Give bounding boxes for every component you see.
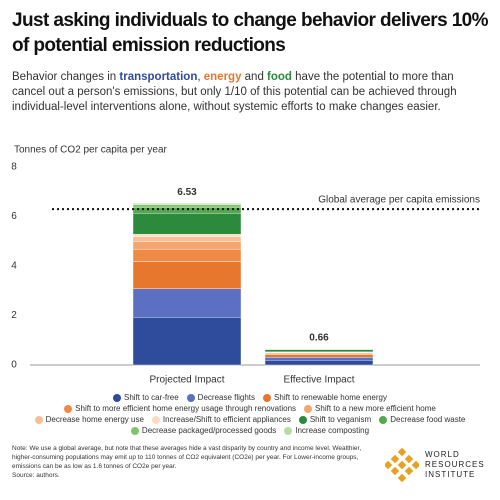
y-tick-label: 2 — [11, 310, 17, 321]
legend-swatch — [298, 415, 307, 424]
title: Just asking individuals to change behavi… — [12, 10, 489, 56]
reference-label: Global average per capita emissions — [318, 195, 480, 206]
keyword: food — [267, 71, 292, 83]
legend: Shift to car-free Decrease flights Shift t… — [12, 393, 488, 435]
text: and — [241, 71, 268, 83]
legend-label: Decrease home energy use — [45, 415, 144, 424]
y-tick-label: 8 — [11, 162, 17, 173]
legend-swatch — [130, 426, 139, 435]
legend-item: Shift to car-free — [112, 393, 179, 402]
legend-swatch — [64, 404, 73, 413]
y-tick-label: 0 — [11, 360, 17, 371]
note: Note: We use a global average, but note … — [12, 444, 372, 480]
bar-segment — [132, 261, 242, 289]
bar-segment — [264, 360, 374, 366]
legend-swatch — [263, 393, 272, 402]
legend-item: Increase/Shift to efficient appliances — [151, 415, 291, 424]
legend-label: Shift to veganism — [309, 415, 372, 424]
legend-item: Decrease food waste — [379, 415, 465, 424]
legend-label: Shift to car-free — [123, 393, 179, 402]
y-tick-label: 6 — [11, 211, 17, 222]
legend-item: Shift to renewable home energy — [263, 393, 387, 402]
keyword: transportation — [119, 71, 198, 83]
legend-item: Shift to more efficient home energy usag… — [64, 404, 296, 413]
logo-icon — [385, 448, 419, 482]
bar-segment — [264, 354, 374, 358]
bar-segment — [132, 241, 242, 250]
legend-label: Decrease food waste — [390, 415, 466, 424]
x-tick-label: Effective Impact — [284, 375, 355, 386]
bar-segment — [132, 317, 242, 366]
bar-segment — [132, 288, 242, 318]
legend-label: Shift to more efficient home energy usag… — [75, 404, 297, 413]
legend-label: Decrease packaged/processed goods — [141, 426, 277, 435]
bar-segment — [264, 349, 374, 353]
legend-label: Shift to a new more efficient home — [315, 404, 436, 413]
legend-label: Shift to renewable home energy — [274, 393, 387, 402]
text: Behavior changes in — [12, 71, 120, 83]
legend-swatch — [304, 404, 313, 413]
legend-label: Increase/Shift to efficient appliances — [162, 415, 291, 424]
text: have the potential to more than cancel o… — [12, 71, 457, 113]
logo-text: RESOURCES — [425, 460, 485, 469]
source: Source: authors. — [12, 472, 60, 479]
keyword: energy — [203, 71, 242, 83]
bar-segment — [132, 203, 242, 205]
legend-label: Decrease flights — [197, 393, 256, 402]
logo-text: WORLD — [425, 450, 460, 459]
x-tick-label: Projected Impact — [149, 375, 224, 386]
legend-swatch — [151, 415, 160, 424]
legend-item: Decrease flights — [186, 393, 256, 402]
total-label: 6.53 — [177, 187, 197, 198]
bar-segment — [132, 248, 242, 262]
bar-segment — [264, 357, 374, 361]
logo: WORLD RESOURCES INSTITUTE — [385, 448, 485, 482]
legend-item: Shift to veganism — [298, 415, 372, 424]
note-text: Note: We use a global average, but note … — [12, 445, 362, 470]
legend-item: Decrease packaged/processed goods — [130, 426, 277, 435]
subtitle: Behavior changes in transportation, ener… — [12, 70, 488, 115]
bar-segment — [132, 206, 242, 214]
text: , — [197, 71, 204, 83]
bar-segment — [132, 213, 242, 235]
legend-swatch — [112, 393, 121, 402]
legend-label: Increase composting — [295, 426, 370, 435]
logo-text: INSTITUTE — [425, 470, 476, 479]
legend-item: Increase composting — [284, 426, 369, 435]
legend-swatch — [284, 426, 293, 435]
bar-segment — [132, 234, 242, 237]
legend-swatch — [186, 393, 195, 402]
legend-item: Shift to a new more efficient home — [304, 404, 436, 413]
y-axis-label: Tonnes of CO2 per capita per year — [14, 145, 168, 156]
legend-swatch — [379, 415, 388, 424]
bar-segment — [132, 236, 242, 242]
legend-item: Decrease home energy use — [34, 415, 144, 424]
total-label: 0.66 — [309, 332, 329, 343]
bar-segment — [132, 204, 242, 208]
legend-swatch — [34, 415, 43, 424]
y-tick-label: 4 — [11, 261, 17, 272]
